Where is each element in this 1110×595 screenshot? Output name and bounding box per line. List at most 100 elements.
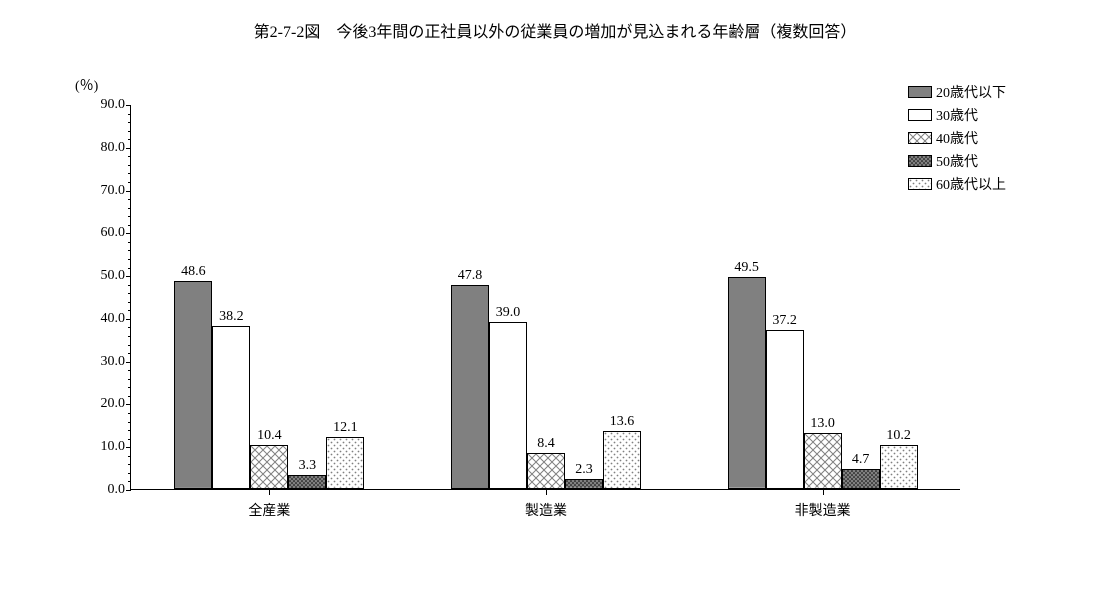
x-category-label: 製造業	[525, 500, 567, 520]
y-minor-tick	[128, 293, 131, 294]
bar-value-label: 49.5	[734, 260, 759, 276]
bar-value-label: 8.4	[537, 436, 555, 452]
legend-swatch	[908, 109, 932, 121]
bar-value-label: 13.0	[810, 416, 835, 432]
y-minor-tick	[128, 310, 131, 311]
y-tick	[126, 148, 131, 149]
y-minor-tick	[128, 422, 131, 423]
bar	[174, 281, 212, 489]
y-tick-label: 90.0	[81, 97, 125, 113]
y-minor-tick	[128, 430, 131, 431]
y-minor-tick	[128, 122, 131, 123]
y-tick	[126, 404, 131, 405]
bar-value-label: 13.6	[610, 414, 635, 430]
y-tick-label: 0.0	[81, 482, 125, 498]
y-minor-tick	[128, 473, 131, 474]
x-tick	[823, 490, 824, 495]
y-minor-tick	[128, 250, 131, 251]
bar-value-label: 37.2	[772, 313, 797, 329]
y-minor-tick	[128, 208, 131, 209]
bar-value-label: 48.6	[181, 264, 206, 280]
bar-value-label: 10.2	[886, 428, 911, 444]
bar	[565, 479, 603, 489]
y-minor-tick	[128, 242, 131, 243]
legend-swatch	[908, 132, 932, 144]
y-minor-tick	[128, 302, 131, 303]
legend-item: 50歳代	[908, 151, 1006, 171]
y-tick	[126, 105, 131, 106]
bar-value-label: 38.2	[219, 309, 244, 325]
y-tick-label: 50.0	[81, 268, 125, 284]
y-minor-tick	[128, 139, 131, 140]
legend-label: 50歳代	[936, 151, 978, 171]
legend-item: 30歳代	[908, 105, 1006, 125]
y-minor-tick	[128, 114, 131, 115]
bar-value-label: 3.3	[299, 458, 317, 474]
x-tick	[546, 490, 547, 495]
y-minor-tick	[128, 387, 131, 388]
y-tick-label: 10.0	[81, 439, 125, 455]
y-minor-tick	[128, 199, 131, 200]
y-minor-tick	[128, 379, 131, 380]
y-minor-tick	[128, 396, 131, 397]
bar-value-label: 39.0	[496, 305, 521, 321]
y-tick-label: 80.0	[81, 140, 125, 156]
legend-swatch	[908, 155, 932, 167]
y-minor-tick	[128, 225, 131, 226]
bar	[728, 277, 766, 489]
y-tick-label: 30.0	[81, 354, 125, 370]
bar	[212, 326, 250, 489]
y-tick	[126, 191, 131, 192]
plot-region: 0.010.020.030.040.050.060.070.080.090.0全…	[130, 105, 960, 490]
y-minor-tick	[128, 464, 131, 465]
y-minor-tick	[128, 456, 131, 457]
bar-value-label: 47.8	[458, 268, 483, 284]
y-tick	[126, 276, 131, 277]
bar	[804, 433, 842, 489]
y-tick	[126, 233, 131, 234]
bar-value-label: 4.7	[852, 452, 870, 468]
y-tick	[126, 447, 131, 448]
legend-label: 40歳代	[936, 128, 978, 148]
chart-title: 第2-7-2図 今後3年間の正社員以外の従業員の増加が見込まれる年齢層（複数回答…	[0, 18, 1110, 42]
y-tick-label: 70.0	[81, 183, 125, 199]
y-minor-tick	[128, 336, 131, 337]
legend-item: 40歳代	[908, 128, 1006, 148]
y-minor-tick	[128, 165, 131, 166]
x-tick	[269, 490, 270, 495]
y-minor-tick	[128, 216, 131, 217]
y-minor-tick	[128, 156, 131, 157]
bar	[451, 285, 489, 489]
legend: 20歳代以下30歳代40歳代50歳代60歳代以上	[908, 82, 1006, 197]
x-category-label: 非製造業	[795, 500, 851, 520]
bar-value-label: 2.3	[575, 462, 593, 478]
legend-label: 20歳代以下	[936, 82, 1006, 102]
y-axis-unit: (％)	[75, 75, 98, 95]
y-tick	[126, 362, 131, 363]
y-minor-tick	[128, 353, 131, 354]
y-tick	[126, 490, 131, 491]
y-tick-label: 60.0	[81, 225, 125, 241]
legend-item: 20歳代以下	[908, 82, 1006, 102]
y-tick-label: 20.0	[81, 396, 125, 412]
y-minor-tick	[128, 285, 131, 286]
legend-label: 30歳代	[936, 105, 978, 125]
bar	[288, 475, 326, 489]
legend-swatch	[908, 86, 932, 98]
x-category-label: 全産業	[248, 500, 290, 520]
bar	[842, 469, 880, 489]
bar	[527, 453, 565, 489]
bar-value-label: 12.1	[333, 420, 358, 436]
y-minor-tick	[128, 370, 131, 371]
chart-area: (％) 0.010.020.030.040.050.060.070.080.09…	[130, 105, 960, 490]
y-minor-tick	[128, 439, 131, 440]
y-minor-tick	[128, 259, 131, 260]
bar-value-label: 10.4	[257, 428, 282, 444]
bar	[326, 437, 364, 489]
y-minor-tick	[128, 327, 131, 328]
y-minor-tick	[128, 481, 131, 482]
bar	[250, 445, 288, 489]
bar	[489, 322, 527, 489]
bar	[766, 330, 804, 489]
y-minor-tick	[128, 173, 131, 174]
